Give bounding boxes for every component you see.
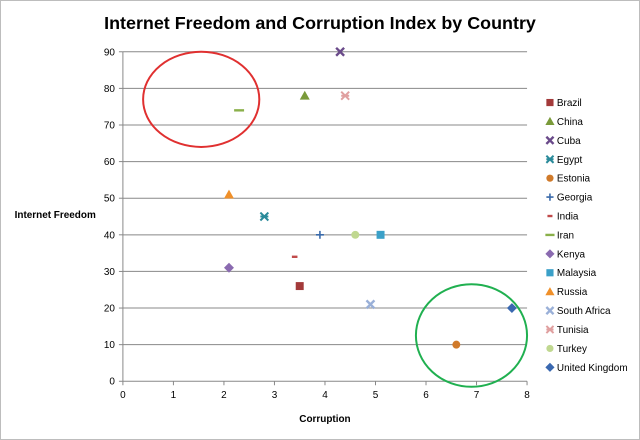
y-tick-label: 90 (104, 47, 116, 58)
legend-marker (546, 344, 554, 352)
x-tick-label: 0 (120, 390, 126, 401)
legend-label: Estonia (557, 174, 591, 185)
legend-marker (546, 174, 554, 182)
y-tick-label: 50 (104, 194, 116, 205)
legend-marker (545, 306, 555, 316)
x-tick-label: 5 (373, 390, 379, 401)
legend-marker (547, 214, 553, 218)
gridlines (122, 51, 528, 346)
x-tick-label: 6 (423, 390, 429, 401)
x-tick-label: 3 (272, 390, 278, 401)
annotations (142, 50, 529, 388)
x-tick-label: 8 (524, 390, 530, 401)
data-point (315, 230, 324, 239)
legend-label: Malaysia (557, 268, 597, 279)
y-axis-title: Internet Freedom (15, 210, 96, 221)
legend-marker (545, 233, 555, 237)
y-tick-label: 30 (104, 267, 116, 278)
legend-marker (545, 154, 555, 164)
y-tick-label: 40 (104, 230, 116, 241)
y-tick-label: 0 (109, 377, 115, 388)
legend-marker (546, 269, 554, 277)
legend-label: Georgia (557, 193, 593, 204)
legend-label: Egypt (557, 155, 583, 166)
data-point (291, 255, 298, 258)
legend-marker (545, 325, 555, 334)
data-point (259, 211, 270, 222)
legend-marker (546, 98, 554, 107)
x-tick-label: 7 (474, 390, 480, 401)
chart-title: Internet Freedom and Corruption Index by… (104, 13, 536, 33)
legend-label: Cuba (557, 136, 581, 147)
data-point (351, 230, 360, 239)
y-tick-label: 80 (104, 84, 116, 95)
x-axis-title: Corruption (299, 414, 350, 425)
legend-label: Turkey (557, 344, 587, 355)
data-point (224, 189, 234, 199)
legend-marker (545, 287, 555, 296)
x-tick-label: 1 (171, 390, 177, 401)
data-point (224, 262, 234, 273)
y-axis-ticks: 0 10 20 30 40 50 60 70 80 90 (104, 47, 123, 388)
y-tick-label: 60 (104, 157, 116, 168)
legend-label: South Africa (557, 306, 611, 317)
legend-marker (546, 193, 554, 201)
legend-marker (545, 116, 555, 126)
data-point (295, 282, 304, 291)
legend-label: China (557, 117, 583, 128)
y-tick-label: 20 (104, 304, 116, 315)
x-axis-ticks: 0 1 2 3 4 5 6 7 8 (120, 381, 530, 401)
data-point (234, 109, 245, 112)
data-points (224, 46, 517, 349)
legend-label: Iran (557, 230, 574, 241)
legend: Brazil China Cuba Egypt Estonia Georgia India I… (545, 98, 628, 374)
legend-label: Tunisia (557, 325, 589, 336)
data-point (340, 91, 350, 101)
legend-label: Kenya (557, 249, 586, 260)
legend-label: India (557, 212, 579, 223)
data-point (335, 46, 345, 57)
data-point (299, 90, 310, 100)
y-tick-label: 70 (104, 120, 116, 131)
highlight-ellipse (142, 50, 261, 148)
legend-marker (545, 362, 555, 372)
data-point (376, 230, 385, 239)
legend-label: Brazil (557, 98, 582, 109)
legend-label: Russia (557, 287, 588, 298)
data-point (506, 303, 517, 314)
y-tick-label: 10 (104, 340, 116, 351)
axes (122, 51, 528, 382)
legend-marker (545, 135, 555, 145)
legend-label: United Kingdom (557, 363, 628, 374)
data-point (452, 340, 461, 349)
x-tick-label: 2 (221, 390, 227, 401)
data-point (365, 299, 376, 310)
x-tick-label: 4 (322, 390, 328, 401)
highlight-ellipse (414, 283, 529, 388)
legend-marker (545, 249, 555, 259)
